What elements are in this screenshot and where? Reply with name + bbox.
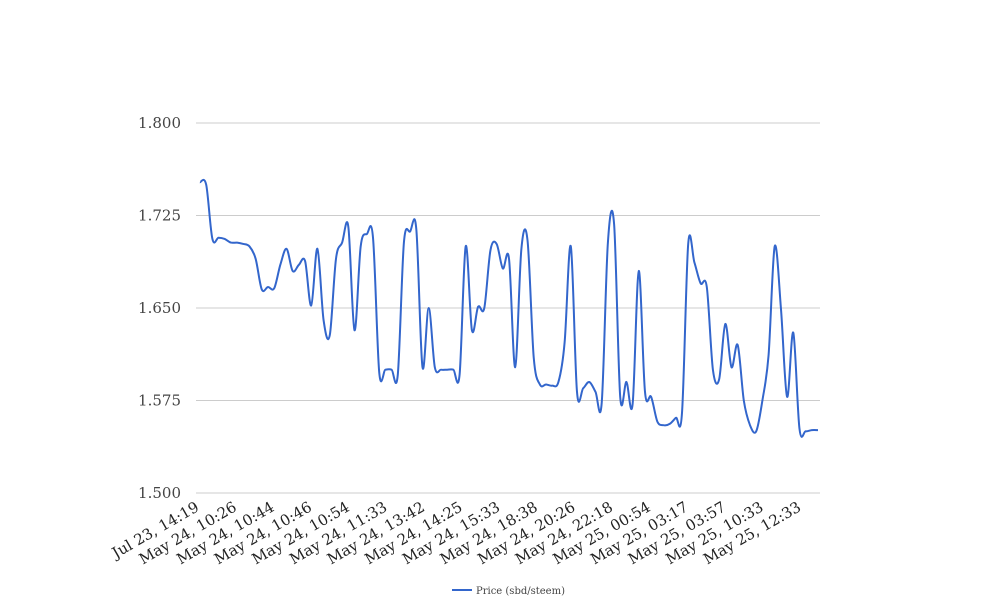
grid-lines [196, 122, 820, 494]
legend[interactable]: Price (sbd/steem) [452, 586, 565, 597]
y-tick-label: 1.800 [138, 114, 181, 132]
series-line-price [199, 178, 819, 438]
legend-label-price: Price (sbd/steem) [476, 586, 565, 597]
y-tick-label: 1.500 [138, 484, 181, 502]
y-tick-label: 1.575 [138, 392, 181, 410]
y-tick-label: 1.725 [138, 207, 181, 225]
series-layer [199, 178, 819, 438]
y-axis-ticks: 1.800 1.725 1.650 1.575 1.500 [138, 114, 181, 502]
y-tick-label: 1.650 [138, 299, 181, 317]
